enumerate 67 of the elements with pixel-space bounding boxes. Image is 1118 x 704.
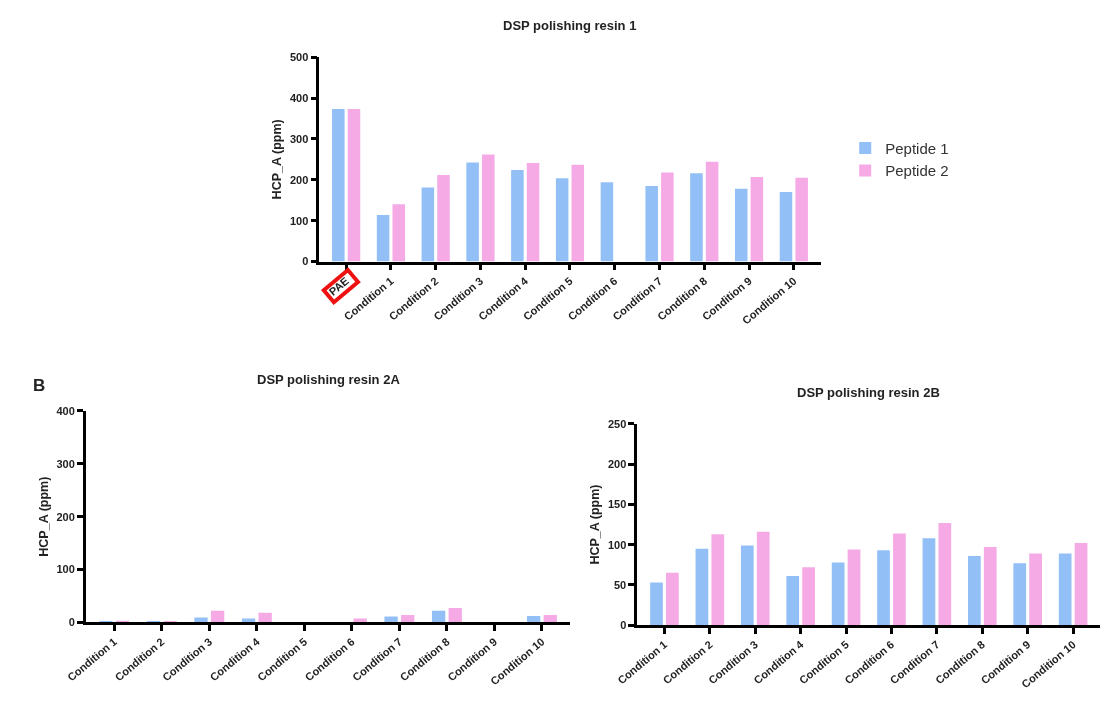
chart-title: DSP polishing resin 1 [503, 18, 637, 33]
y-axis-title: HCP_A (ppm) [36, 476, 51, 557]
bar [1074, 543, 1088, 626]
bar [1058, 553, 1072, 626]
bar [877, 550, 890, 626]
bar [466, 162, 479, 262]
bar [332, 109, 345, 262]
bar [571, 164, 585, 262]
bar [482, 154, 495, 262]
text: B [33, 376, 46, 395]
y-tick-label: 50 [614, 578, 627, 591]
bar [690, 173, 703, 262]
bar [437, 174, 450, 262]
bar [511, 169, 524, 262]
legend-label: Peptide 1 [885, 139, 949, 157]
bar [600, 182, 614, 262]
y-tick-label: 300 [289, 132, 309, 145]
y-axis-title: HCP_A (ppm) [270, 119, 285, 200]
bar [893, 533, 906, 626]
bar [847, 549, 861, 626]
bar [795, 177, 808, 262]
y-tick-label: 250 [607, 417, 627, 430]
bar [1029, 553, 1042, 626]
y-axis-title: HCP_A (ppm) [588, 484, 603, 565]
y-tick-label: 400 [56, 404, 75, 417]
bar [756, 531, 770, 626]
bar [645, 185, 658, 262]
y-tick-label: 200 [289, 173, 309, 186]
bar [526, 163, 540, 262]
bar [711, 534, 725, 626]
bar [786, 576, 800, 626]
bar [750, 176, 764, 262]
bar [347, 109, 361, 262]
bar [555, 178, 569, 262]
bar [734, 188, 748, 262]
y-tick-label: 200 [56, 510, 75, 523]
bar [1013, 563, 1027, 626]
bar [983, 547, 997, 626]
y-tick-label: 0 [620, 619, 627, 632]
y-tick-label: 100 [607, 538, 627, 551]
bar [740, 545, 754, 626]
chart-title: DSP polishing resin 2B [797, 385, 940, 400]
y-tick-label: 100 [289, 214, 309, 227]
y-tick-label: 400 [289, 91, 309, 104]
y-tick-label: 0 [302, 255, 309, 268]
bar [695, 548, 709, 626]
bar [967, 555, 981, 626]
bar [650, 582, 663, 626]
y-tick-label: 200 [607, 457, 627, 470]
y-tick-label: 300 [56, 457, 75, 470]
chart-title: DSP polishing resin 2A [257, 372, 401, 387]
bar [376, 214, 390, 262]
bar [922, 538, 936, 626]
bar [705, 161, 719, 262]
bar [666, 572, 679, 626]
y-tick-label: 500 [289, 50, 309, 63]
bar [831, 562, 845, 626]
y-tick-label: 0 [68, 616, 75, 629]
bar [661, 172, 674, 262]
y-tick-label: 100 [56, 563, 75, 576]
bar [421, 187, 435, 262]
bar [392, 204, 406, 262]
bar [779, 192, 793, 262]
bar [938, 522, 952, 626]
bar [802, 567, 815, 626]
y-tick-label: 150 [607, 498, 627, 511]
legend-label: Peptide 2 [885, 162, 949, 180]
